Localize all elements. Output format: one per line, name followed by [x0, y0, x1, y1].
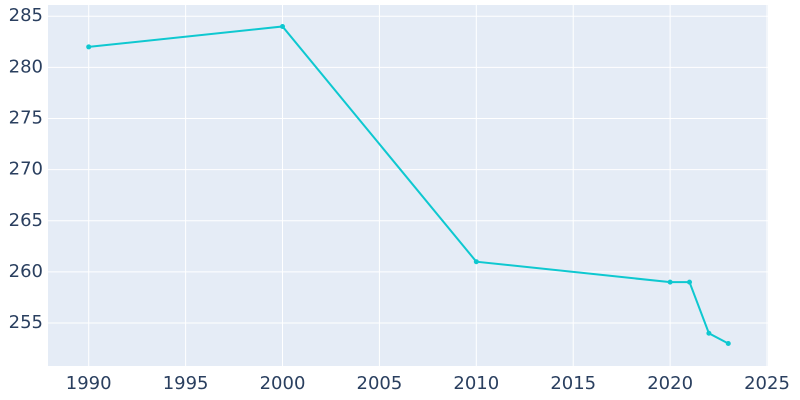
x-tick-label: 1995: [163, 373, 209, 394]
x-tick-label: 2000: [260, 373, 306, 394]
data-point: [667, 279, 673, 285]
x-tick-label: 1990: [66, 373, 112, 394]
plot-background: [48, 5, 768, 366]
y-tick-label: 275: [9, 108, 43, 129]
y-tick-label: 255: [9, 312, 43, 333]
x-tick-label: 2010: [453, 373, 499, 394]
data-point: [725, 341, 731, 347]
y-tick-label: 285: [9, 5, 43, 26]
y-tick-label: 280: [9, 56, 43, 77]
x-tick-label: 2015: [550, 373, 596, 394]
x-tick-label: 2025: [744, 373, 790, 394]
data-point: [280, 23, 286, 29]
x-tick-label: 2005: [357, 373, 403, 394]
x-tick-label: 2020: [647, 373, 693, 394]
y-tick-label: 265: [9, 210, 43, 231]
data-point: [86, 44, 92, 50]
data-point: [473, 259, 479, 265]
data-point: [687, 279, 693, 285]
y-tick-label: 260: [9, 261, 43, 282]
y-tick-label: 270: [9, 159, 43, 180]
data-point: [706, 330, 712, 336]
